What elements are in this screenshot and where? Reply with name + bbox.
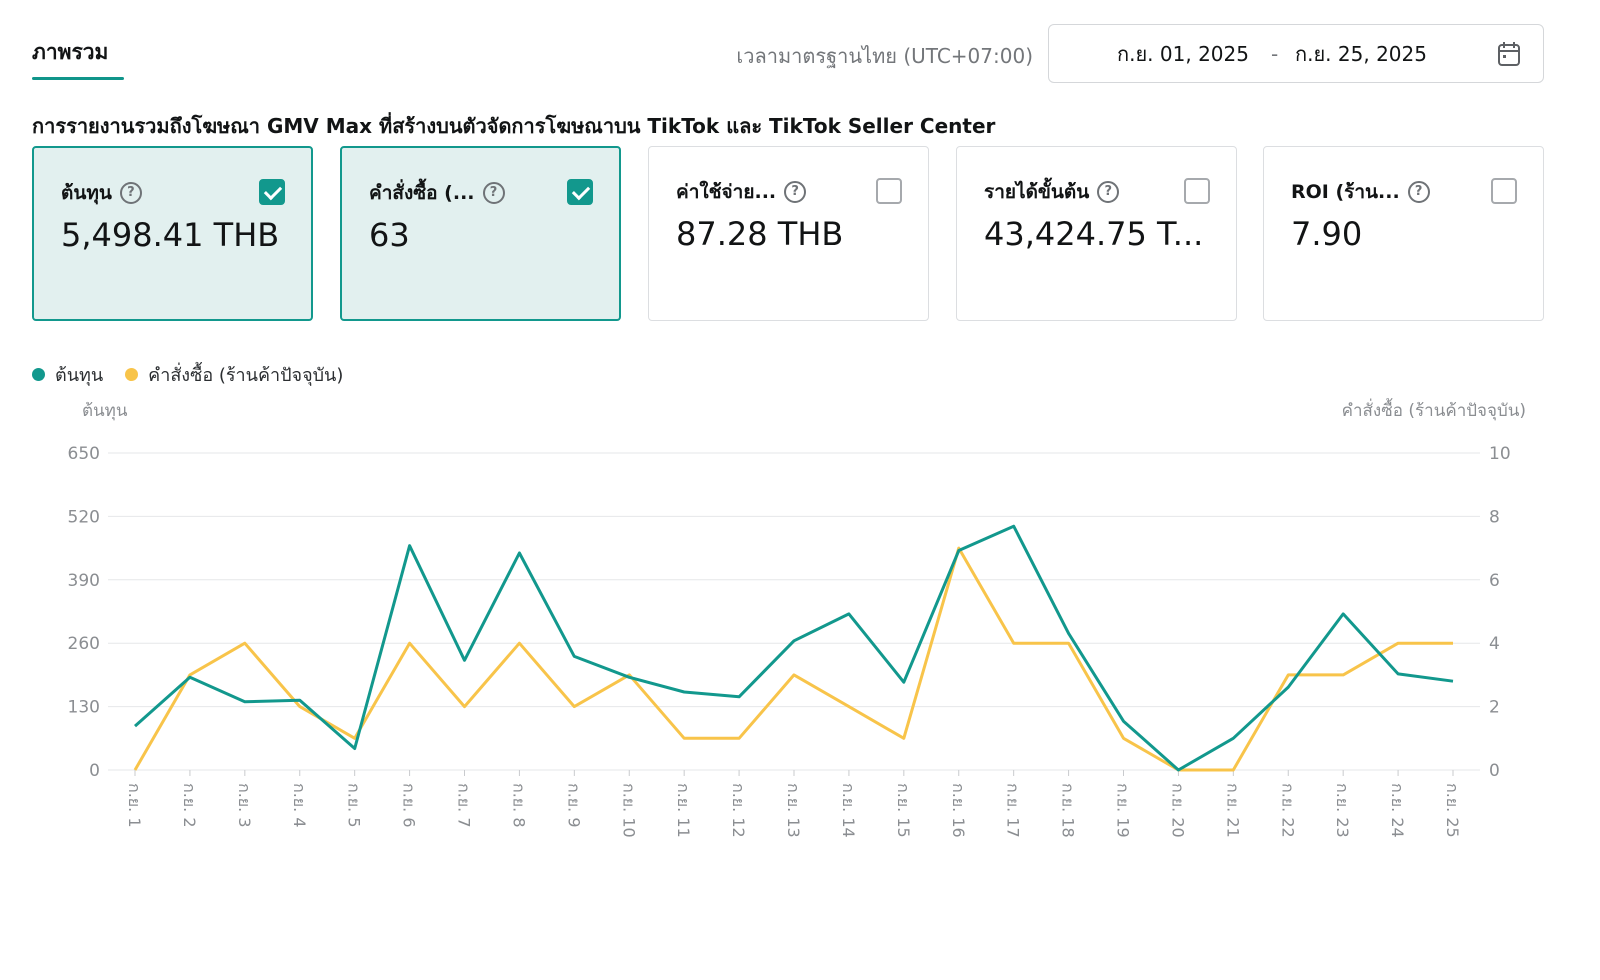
metric-label: คำสั่งซื้อ (... (369, 182, 475, 204)
metric-card-gross-revenue[interactable]: รายได้ขั้นต้น? 43,424.75 T... (956, 146, 1237, 321)
x-tick-label: ก.ย. 14 (839, 783, 858, 838)
metric-value: 63 (369, 216, 410, 254)
x-tick-label: ก.ย. 20 (1168, 783, 1187, 838)
x-tick-label: ก.ย. 16 (949, 783, 968, 838)
tab-active-indicator (32, 77, 124, 80)
metric-label: ต้นทุน (61, 182, 112, 204)
y-left-tick-label: 650 (68, 444, 100, 464)
x-tick-label: ก.ย. 6 (400, 783, 419, 828)
legend-label: ต้นทุน (55, 365, 104, 386)
help-icon[interactable]: ? (1407, 181, 1430, 203)
legend-item-orders[interactable]: คำสั่งซื้อ (ร้านค้าปัจจุบัน) (125, 360, 343, 389)
y-right-tick-label: 2 (1489, 698, 1500, 718)
x-tick-label: ก.ย. 15 (894, 783, 913, 838)
y-axis-left-title: ต้นทุน (82, 401, 128, 421)
report-description: การรายงานรวมถึงโฆษณา GMV Max ที่สร้างบนต… (32, 114, 996, 138)
calendar-icon[interactable] (1497, 41, 1521, 67)
x-tick-label: ก.ย. 21 (1223, 783, 1242, 838)
x-tick-label: ก.ย. 5 (345, 783, 364, 828)
metric-value: 43,424.75 T... (984, 215, 1204, 253)
x-tick-label: ก.ย. 2 (180, 783, 199, 828)
metric-checkbox[interactable] (259, 179, 285, 205)
x-tick-label: ก.ย. 1 (125, 783, 144, 828)
metric-label: รายได้ขั้นต้น (984, 181, 1090, 203)
metric-checkbox[interactable] (876, 178, 902, 204)
x-tick-label: ก.ย. 3 (235, 783, 254, 828)
metric-card-orders[interactable]: คำสั่งซื้อ (...? 63 (340, 146, 621, 321)
x-tick-label: ก.ย. 23 (1333, 783, 1352, 838)
metric-label: ROI (ร้าน... (1291, 181, 1400, 203)
date-separator: - (1271, 41, 1279, 66)
y-right-tick-label: 10 (1489, 444, 1511, 464)
y-left-tick-label: 0 (89, 761, 100, 781)
metric-checkbox[interactable] (1184, 178, 1210, 204)
legend-dot (32, 368, 45, 381)
legend-label: คำสั่งซื้อ (ร้านค้าปัจจุบัน) (148, 365, 344, 386)
y-left-tick-label: 390 (68, 571, 100, 591)
metric-label-row: ROI (ร้าน...? (1291, 177, 1430, 207)
x-tick-label: ก.ย. 8 (509, 783, 528, 828)
y-right-tick-label: 4 (1489, 634, 1500, 654)
x-tick-label: ก.ย. 22 (1278, 783, 1297, 838)
help-icon[interactable]: ? (784, 181, 807, 203)
series-line-orders (133, 546, 1453, 772)
metric-value: 87.28 THB (676, 215, 844, 253)
x-tick-label: ก.ย. 12 (729, 783, 748, 838)
timezone-label: เวลามาตรฐานไทย (UTC+07:00) (736, 44, 1033, 68)
x-tick-label: ก.ย. 17 (1004, 783, 1023, 838)
metric-label-row: รายได้ขั้นต้น? (984, 177, 1120, 207)
x-tick-label: ก.ย. 7 (455, 783, 474, 828)
help-icon[interactable]: ? (119, 182, 142, 204)
y-left-tick-label: 260 (68, 634, 100, 654)
y-right-tick-label: 8 (1489, 507, 1500, 527)
x-tick-label: ก.ย. 10 (619, 783, 638, 838)
legend-item-cost[interactable]: ต้นทุน (32, 360, 103, 389)
metric-card-cost[interactable]: ต้นทุน? 5,498.41 THB (32, 146, 313, 321)
help-icon[interactable]: ? (1097, 181, 1120, 203)
x-tick-label: ก.ย. 9 (564, 783, 583, 828)
metric-value: 5,498.41 THB (61, 216, 280, 254)
y-axis-right-title: คำสั่งซื้อ (ร้านค้าปัจจุบัน) (1341, 401, 1526, 421)
metric-value: 7.90 (1291, 215, 1363, 253)
line-chart: 650 10 520 8 390 6 260 4 130 2 0 0 ก.ย. 1 ก.ย. 2 ก.ย. … (68, 444, 1511, 838)
metric-card-expense[interactable]: ค่าใช้จ่าย...? 87.28 THB (648, 146, 929, 321)
tab-overview[interactable]: ภาพรวม (32, 40, 109, 64)
y-right-tick-label: 0 (1489, 761, 1500, 781)
date-start[interactable]: ก.ย. 01, 2025 (1117, 41, 1249, 66)
y-left-tick-label: 130 (68, 698, 100, 718)
y-left-tick-label: 520 (68, 507, 100, 527)
x-tick-label: ก.ย. 11 (674, 783, 693, 838)
x-tick-label: ก.ย. 13 (784, 783, 803, 838)
date-end[interactable]: ก.ย. 25, 2025 (1295, 41, 1427, 66)
metric-label-row: ต้นทุน? (61, 178, 142, 208)
x-tick-label: ก.ย. 4 (290, 783, 309, 828)
y-right-tick-label: 6 (1489, 571, 1500, 591)
x-tick-label: ก.ย. 19 (1114, 783, 1133, 838)
metric-label-row: คำสั่งซื้อ (...? (369, 178, 505, 208)
series-line-cost (134, 524, 1454, 772)
x-tick-label: ก.ย. 18 (1059, 783, 1078, 838)
metric-label: ค่าใช้จ่าย... (676, 181, 777, 203)
metric-checkbox[interactable] (567, 179, 593, 205)
metric-card-roi[interactable]: ROI (ร้าน...? 7.90 (1263, 146, 1544, 321)
x-tick-label: ก.ย. 25 (1443, 783, 1462, 838)
x-tick-label: ก.ย. 24 (1388, 783, 1407, 838)
chart-legend: ต้นทุน คำสั่งซื้อ (ร้านค้าปัจจุบัน) (32, 360, 365, 389)
date-range-picker[interactable]: ก.ย. 01, 2025 - ก.ย. 25, 2025 (1048, 24, 1544, 83)
legend-dot (125, 368, 139, 381)
help-icon[interactable]: ? (482, 182, 505, 204)
metric-checkbox[interactable] (1491, 178, 1517, 204)
metric-label-row: ค่าใช้จ่าย...? (676, 177, 807, 207)
